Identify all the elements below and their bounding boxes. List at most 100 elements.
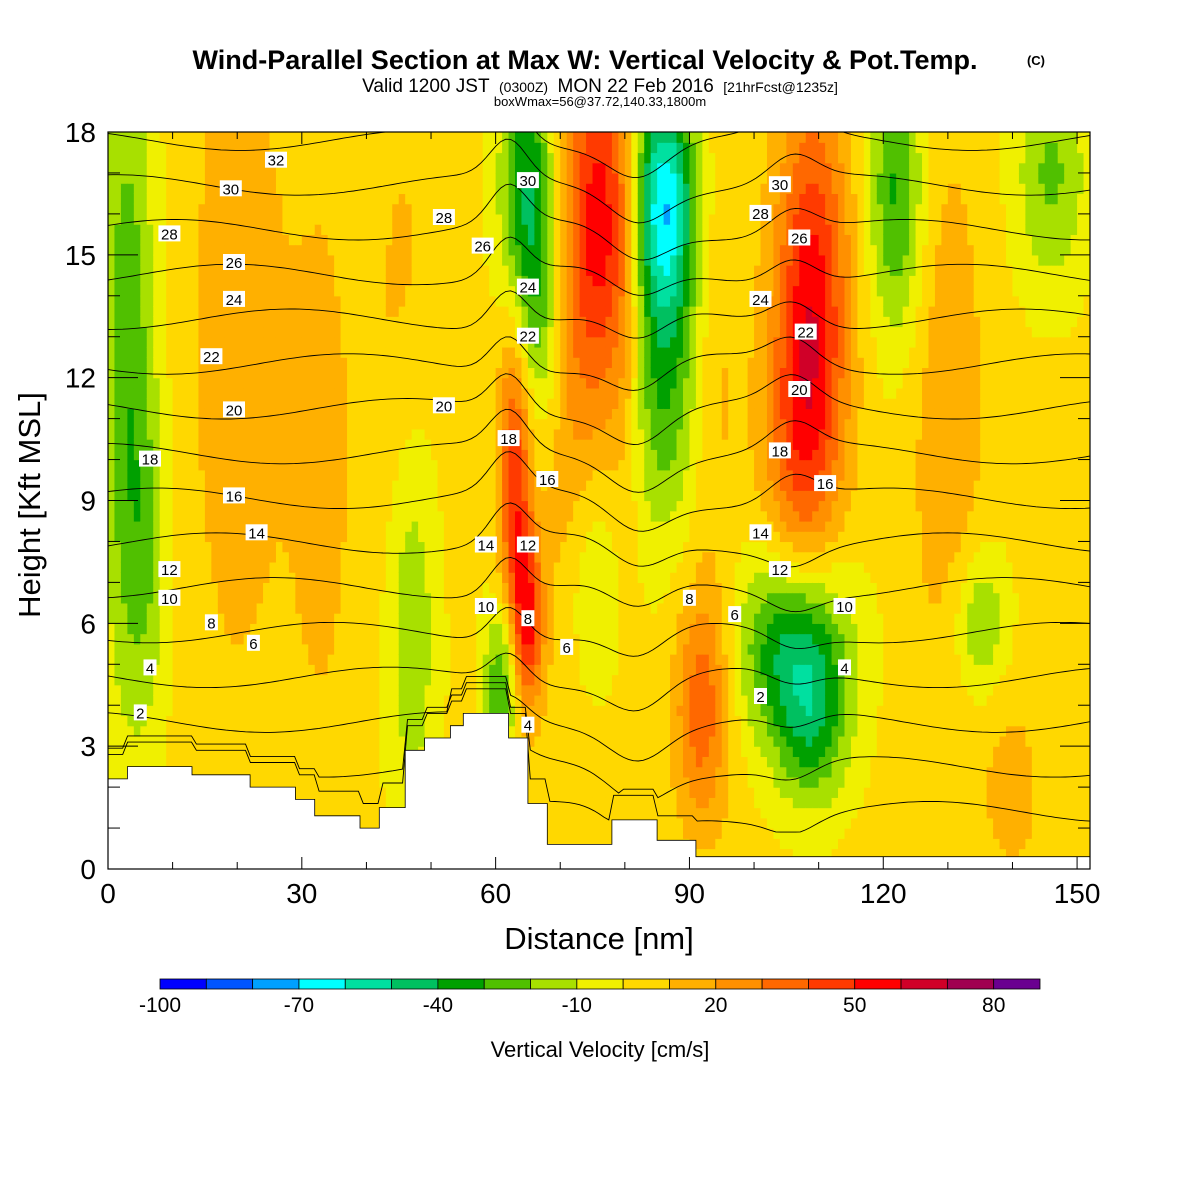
velocity-cell	[295, 705, 303, 717]
velocity-cell	[237, 684, 245, 696]
velocity-cell	[469, 295, 477, 307]
velocity-cell	[463, 705, 471, 717]
velocity-cell	[372, 725, 380, 737]
velocity-cell	[108, 254, 116, 266]
velocity-cell	[379, 480, 387, 491]
velocity-cell	[230, 633, 238, 645]
velocity-cell	[450, 428, 458, 440]
velocity-cell	[547, 357, 555, 369]
velocity-cell	[476, 387, 484, 399]
velocity-cell	[308, 500, 316, 512]
velocity-cell	[198, 469, 206, 481]
velocity-cell	[314, 623, 322, 635]
velocity-cell	[450, 224, 458, 235]
velocity-cell	[547, 613, 555, 624]
velocity-cell	[185, 551, 193, 563]
velocity-cell	[250, 725, 258, 737]
velocity-cell	[334, 500, 342, 512]
velocity-cell	[489, 684, 497, 696]
velocity-cell	[540, 602, 548, 614]
velocity-cell	[275, 510, 284, 522]
velocity-cell	[385, 439, 393, 450]
velocity-cell	[521, 480, 529, 491]
velocity-cell	[140, 428, 148, 440]
velocity-cell	[295, 510, 303, 522]
velocity-cell	[334, 654, 342, 665]
velocity-cell	[127, 725, 135, 737]
velocity-cell	[295, 520, 303, 532]
velocity-cell	[469, 520, 477, 532]
velocity-cell	[502, 183, 510, 195]
velocity-cell	[418, 613, 426, 624]
velocity-cell	[269, 766, 277, 778]
velocity-cell	[185, 428, 193, 440]
velocity-cell	[534, 500, 542, 512]
velocity-cell	[237, 224, 245, 235]
velocity-cell	[372, 582, 380, 594]
velocity-cell	[314, 480, 322, 491]
velocity-cell	[301, 684, 309, 696]
velocity-cell	[237, 572, 245, 583]
velocity-cell	[230, 336, 238, 348]
velocity-cell	[385, 602, 393, 614]
velocity-cell	[191, 234, 200, 246]
velocity-cell	[469, 664, 477, 676]
velocity-cell	[140, 336, 148, 348]
velocity-cell	[463, 592, 471, 604]
velocity-cell	[469, 561, 477, 573]
velocity-cell	[295, 357, 303, 369]
velocity-cell	[321, 510, 329, 522]
velocity-cell	[353, 193, 361, 205]
velocity-cell	[327, 418, 335, 430]
velocity-cell	[424, 480, 432, 491]
velocity-cell	[379, 746, 387, 758]
velocity-cell	[114, 561, 122, 573]
velocity-cell	[372, 193, 380, 205]
velocity-cell	[191, 633, 200, 645]
velocity-cell	[327, 285, 335, 297]
velocity-cell	[120, 572, 128, 583]
velocity-cell	[172, 480, 180, 491]
velocity-cell	[469, 469, 477, 481]
velocity-cell	[372, 254, 380, 266]
velocity-cell	[392, 480, 400, 491]
velocity-cell	[263, 654, 271, 665]
velocity-cell	[288, 316, 296, 328]
velocity-cell	[224, 561, 232, 573]
velocity-cell	[256, 275, 264, 287]
velocity-cell	[411, 439, 419, 450]
velocity-cell	[379, 336, 387, 348]
velocity-cell	[508, 572, 516, 583]
velocity-cell	[263, 132, 271, 143]
velocity-cell	[411, 285, 419, 297]
velocity-cell	[263, 193, 271, 205]
velocity-cell	[385, 776, 393, 788]
velocity-cell	[527, 418, 535, 430]
velocity-cell	[211, 306, 219, 317]
velocity-cell	[353, 602, 361, 614]
velocity-cell	[540, 336, 548, 348]
velocity-cell	[385, 572, 393, 583]
velocity-cell	[347, 275, 355, 287]
velocity-cell	[146, 674, 154, 686]
velocity-cell	[437, 275, 445, 287]
velocity-cell	[456, 674, 464, 686]
velocity-cell	[379, 756, 387, 768]
velocity-cell	[250, 275, 258, 287]
velocity-cell	[204, 500, 212, 512]
velocity-cell	[469, 306, 477, 317]
velocity-cell	[295, 787, 303, 798]
velocity-cell	[424, 694, 432, 706]
velocity-cell	[314, 213, 322, 225]
velocity-cell	[295, 275, 303, 287]
velocity-cell	[108, 684, 116, 696]
velocity-cell	[547, 193, 555, 205]
velocity-cell	[230, 234, 238, 246]
velocity-cell	[282, 766, 290, 778]
velocity-cell	[204, 541, 212, 553]
velocity-cell	[230, 480, 238, 491]
velocity-cell	[353, 715, 361, 727]
velocity-cell	[515, 346, 523, 358]
velocity-cell	[159, 162, 167, 174]
velocity-cell	[140, 623, 148, 635]
